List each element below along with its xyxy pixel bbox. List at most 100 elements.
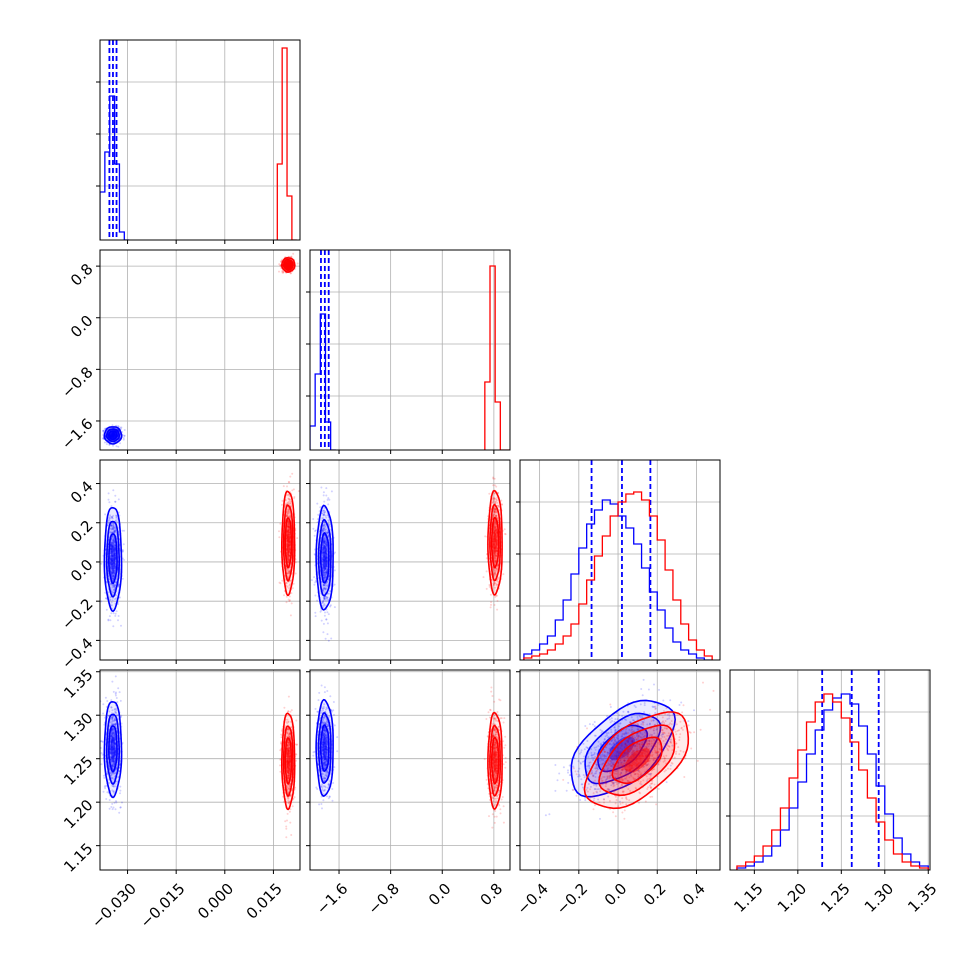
sample-point [323, 596, 326, 599]
sample-point [106, 524, 109, 527]
sample-point [110, 571, 113, 574]
sample-point [286, 527, 289, 530]
sample-point [114, 546, 117, 549]
sample-point [112, 574, 115, 577]
sample-point [323, 574, 326, 577]
sample-point [109, 548, 112, 550]
contour-line-2 [107, 430, 118, 441]
sample-point [107, 591, 110, 594]
sample-point [326, 584, 329, 587]
sample-point [110, 543, 113, 546]
sample-point [312, 518, 315, 520]
sample-point [111, 517, 114, 520]
sample-point [323, 541, 326, 544]
sample-point [113, 570, 116, 572]
sample-point [102, 437, 105, 440]
sample-point [322, 622, 325, 625]
sample-point [322, 542, 325, 545]
sample-point [108, 615, 111, 618]
sample-point [492, 476, 495, 479]
sample-point [114, 772, 117, 775]
sample-point [493, 525, 496, 528]
sample-point [324, 540, 327, 543]
sample-point [111, 680, 114, 683]
sample-point [111, 541, 114, 544]
sample-point [112, 514, 115, 517]
sample-point [109, 771, 112, 774]
sample-point [113, 708, 116, 711]
sample-point [282, 485, 285, 488]
sample-point [322, 538, 325, 541]
sample-point [111, 765, 114, 768]
sample-point [287, 598, 290, 601]
sample-point [323, 614, 326, 617]
sample-point [287, 515, 290, 518]
sample-point [110, 525, 113, 528]
sample-point [111, 572, 113, 575]
sample-point [118, 811, 121, 814]
sample-point [291, 587, 294, 590]
sample-point [323, 523, 326, 526]
sample-point [111, 802, 114, 805]
sample-point [493, 508, 496, 510]
sample-point [113, 545, 116, 548]
sample-point [112, 444, 114, 447]
sample-point [494, 515, 497, 517]
sample-point [108, 517, 111, 520]
sample-point [492, 514, 495, 517]
sample-point [287, 556, 290, 559]
sample-point [495, 500, 498, 503]
sample-point [110, 777, 113, 780]
sample-point [493, 559, 496, 562]
histogram-panel-1-1 [306, 249, 511, 454]
sample-point [324, 537, 327, 539]
sample-point [123, 529, 126, 532]
sample-point [113, 801, 116, 804]
sample-point [111, 760, 114, 763]
sample-point [493, 507, 496, 510]
sample-point [333, 569, 336, 572]
sample-point [494, 571, 497, 573]
histogram-panel-2-2 [516, 459, 721, 664]
sample-point [121, 577, 124, 580]
sample-point [326, 598, 329, 601]
sample-point [112, 760, 115, 763]
density-fill-3 [322, 544, 327, 571]
sample-point [323, 511, 326, 514]
sample-point [112, 540, 115, 543]
sample-point [323, 537, 326, 540]
sample-point [493, 525, 496, 528]
sample-point [324, 514, 327, 517]
sample-point [288, 595, 291, 598]
sample-point [492, 569, 495, 571]
sample-point [117, 498, 120, 501]
sample-point [119, 792, 121, 795]
sample-point [288, 570, 291, 573]
sample-point [322, 583, 325, 586]
sample-point [111, 784, 114, 787]
sample-point [322, 491, 325, 494]
sample-point [494, 557, 497, 560]
sample-point [96, 432, 98, 434]
sample-point [114, 598, 116, 601]
sample-point [495, 511, 498, 513]
density-fill-3 [110, 433, 116, 438]
sample-point [322, 589, 325, 592]
histogram-group [523, 460, 713, 660]
sample-point [116, 776, 119, 779]
sample-point [113, 736, 116, 739]
sample-point [313, 576, 316, 579]
sample-point [114, 529, 117, 532]
sample-point [105, 798, 108, 800]
sample-point [121, 801, 123, 804]
sample-point [108, 807, 111, 810]
sample-point [286, 572, 289, 575]
sample-point [492, 496, 495, 499]
sample-point [289, 272, 292, 275]
sample-point [111, 732, 114, 735]
sample-point [313, 534, 316, 537]
sample-point [496, 608, 499, 611]
sample-point [110, 543, 112, 546]
sample-point [111, 522, 114, 525]
sample-point [504, 533, 507, 536]
